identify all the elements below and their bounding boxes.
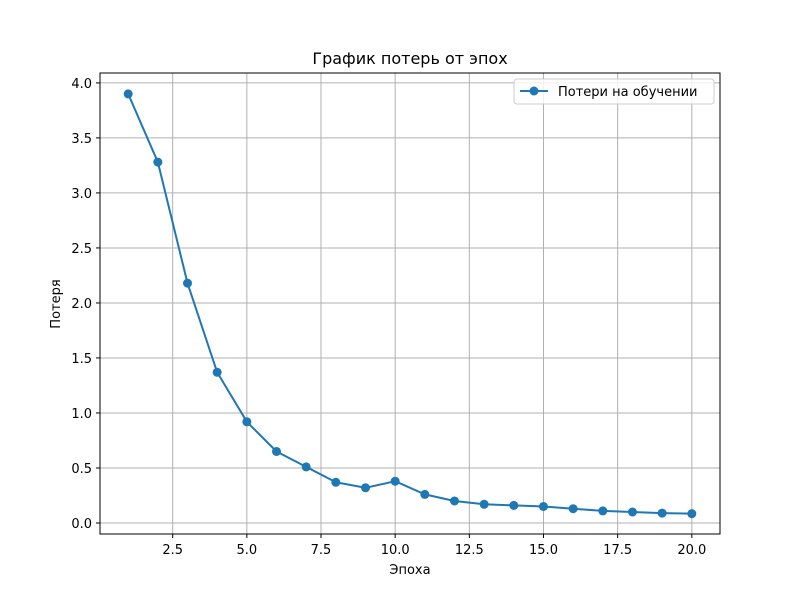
data-point (509, 500, 519, 510)
data-point (361, 483, 371, 493)
data-point (538, 501, 548, 511)
x-tick-label: 20.0 (677, 543, 706, 558)
grid-lines (100, 73, 720, 534)
chart-title: График потерь от эпох (312, 49, 507, 68)
legend-box (513, 78, 715, 105)
data-point (183, 278, 193, 288)
series-line (127, 93, 692, 515)
data-point (598, 506, 608, 516)
data-point (153, 157, 163, 167)
tick-layer: 2.5 5.0 7.5 10.0 12.5 15.0 17.5 20.0 0.0 0.5 1.0 1.… (71, 77, 706, 558)
data-point (657, 508, 667, 518)
y-tick-label: 1.0 (71, 407, 92, 422)
data-point (272, 446, 282, 456)
data-point (242, 417, 252, 427)
data-point (687, 509, 697, 519)
y-tick-label: 2.0 (71, 297, 92, 312)
data-point (627, 507, 637, 517)
data-point (301, 462, 311, 472)
y-tick-label: 2.5 (71, 242, 92, 257)
data-point (568, 504, 578, 514)
x-tick-label: 10.0 (381, 543, 410, 558)
legend-marker-icon (529, 86, 539, 96)
data-point (420, 489, 430, 499)
x-tick-label: 12.5 (455, 543, 484, 558)
y-tick-label: 1.5 (71, 352, 92, 367)
data-point (212, 367, 222, 377)
data-point (390, 476, 400, 486)
x-tick-label: 17.5 (603, 543, 632, 558)
y-tick-label: 0.0 (71, 517, 92, 532)
x-tick-label: 5.0 (236, 543, 257, 558)
y-tick-label: 4.0 (71, 77, 92, 92)
data-point (123, 89, 133, 99)
series-layer (123, 89, 697, 519)
x-axis-label: Эпоха (389, 563, 430, 578)
data-point (331, 477, 341, 487)
legend: Потери на обучении (513, 78, 715, 105)
data-point (479, 499, 489, 509)
legend-label: Потери на обучении (558, 85, 697, 100)
x-tick-label: 15.0 (529, 543, 558, 558)
y-tick-label: 3.5 (71, 132, 92, 147)
data-point (449, 496, 459, 506)
y-tick-label: 0.5 (71, 462, 92, 477)
plot-frame (99, 72, 721, 535)
x-tick-label: 7.5 (311, 543, 332, 558)
y-tick-label: 3.0 (71, 187, 92, 202)
y-axis-label: Потеря (49, 279, 64, 328)
axes-frame (99, 72, 721, 535)
x-tick-label: 2.5 (162, 543, 183, 558)
